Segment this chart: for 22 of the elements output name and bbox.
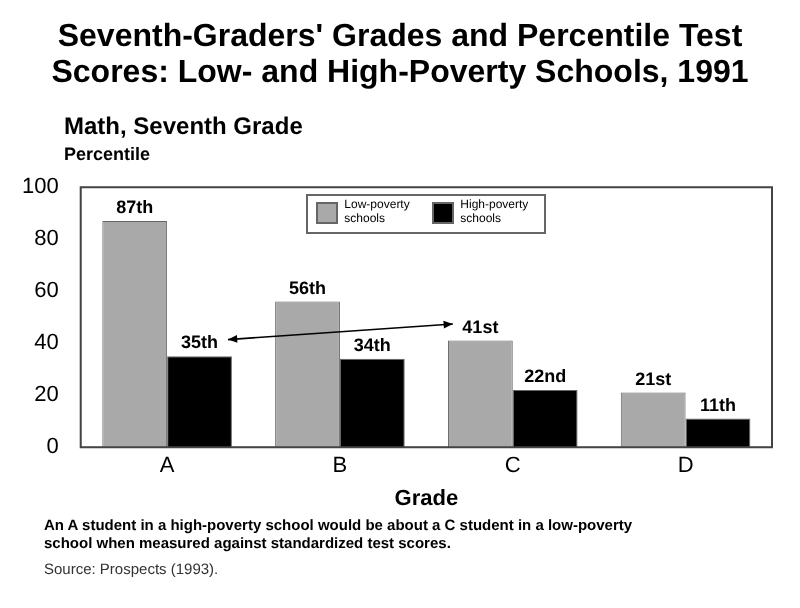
y-tick-label: 100	[21, 175, 59, 200]
data-label: 56th	[289, 277, 327, 298]
x-tick-label: B	[332, 454, 348, 479]
data-label: 87th	[116, 196, 154, 217]
y-tick-label: 40	[34, 331, 59, 356]
data-label: 41st	[462, 316, 499, 337]
y-tick-label: 60	[34, 279, 59, 304]
chart-title: Seventh-Graders' Grades and Percentile Test Scores: Low- and High-Poverty Schools, 1991	[49, 20, 751, 92]
data-label: 11th	[699, 394, 737, 415]
data-label: 35th	[181, 332, 219, 353]
x-tick-label: D	[677, 454, 694, 479]
y-tick-label: 20	[34, 383, 59, 408]
y-axis-title: Percentile	[64, 144, 151, 164]
x-tick-label: A	[159, 454, 176, 479]
data-label: 22nd	[524, 365, 567, 386]
chart-subtitle: Math, Seventh Grade	[64, 112, 303, 140]
data-label: 34th	[353, 334, 391, 355]
x-axis-title: Grade	[394, 486, 459, 511]
y-tick-label: 0	[46, 435, 59, 460]
data-label: 21st	[635, 368, 672, 389]
x-tick-label: C	[504, 454, 521, 479]
y-tick-label: 80	[34, 227, 59, 252]
